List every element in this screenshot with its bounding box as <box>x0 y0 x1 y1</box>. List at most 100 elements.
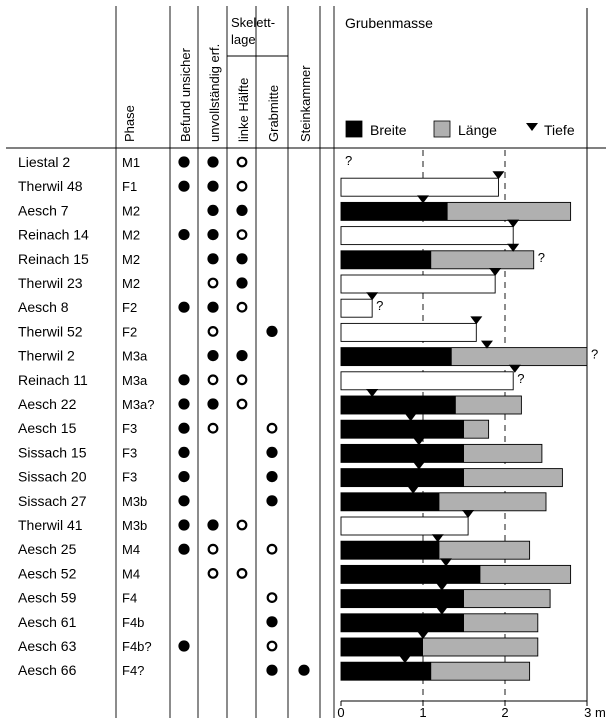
row-name: Aesch 52 <box>18 565 77 581</box>
row-name: Aesch 7 <box>18 202 69 218</box>
uncertain-mark: ? <box>376 298 383 313</box>
row-name: Sissach 15 <box>18 444 87 460</box>
befund-unsicher-dot <box>178 301 190 313</box>
linke-haelfte-dot <box>236 301 248 313</box>
bar-breite <box>341 565 481 584</box>
header-unvollstaendig: unvollständig erf. <box>207 44 222 142</box>
bar-area: ????? <box>340 153 598 681</box>
row-phase: M3b <box>122 518 147 533</box>
legend-swatch-laenge <box>433 120 451 138</box>
row-name: Reinach 15 <box>18 251 89 267</box>
row-phase: F3 <box>122 445 137 460</box>
tiefe-marker <box>489 268 502 276</box>
unvollstaendig-dot <box>207 519 219 531</box>
linke-haelfte-dot <box>236 204 248 216</box>
bar-breite <box>341 541 440 560</box>
row-phase: F2 <box>122 324 137 339</box>
linke-haelfte-dot <box>236 519 248 531</box>
bar-breite <box>341 202 448 221</box>
bar-breite <box>341 468 464 487</box>
row-phase: M2 <box>122 252 140 267</box>
steinkammer-dot <box>298 664 310 676</box>
x-tick-label: 0 <box>337 705 344 720</box>
row-phase: M2 <box>122 203 140 218</box>
befund-unsicher-dot <box>178 156 190 168</box>
bar-breite <box>341 444 464 463</box>
row-phase: F4b? <box>122 639 152 654</box>
bar-breite <box>341 613 464 632</box>
tiefe-marker <box>412 437 425 446</box>
tiefe-marker <box>431 534 444 543</box>
tiefe-marker <box>507 219 520 228</box>
header-skelettlage-line1: Skelett- <box>231 15 275 30</box>
uncertain-mark: ? <box>517 371 524 386</box>
x-tick-label: 1 <box>419 705 426 720</box>
bar-breite <box>341 347 452 366</box>
row-name: Aesch 15 <box>18 420 77 436</box>
column-headers: Grubenmasse Phase Befund unsicher unvollstä… <box>122 15 433 142</box>
row-phase: M4 <box>122 542 140 557</box>
tiefe-marker <box>404 413 417 422</box>
befund-unsicher-dot <box>178 495 190 507</box>
tiefe-marker <box>435 606 448 615</box>
unvollstaendig-dot <box>207 422 219 434</box>
unvollstaendig-dot <box>207 350 219 362</box>
row-name: Reinach 14 <box>18 227 89 243</box>
grabmitte-dot <box>266 422 278 434</box>
row-phase: M3a <box>122 349 148 364</box>
row-name: Sissach 20 <box>18 469 87 485</box>
tiefe-marker <box>407 485 420 494</box>
row-name: Aesch 63 <box>18 638 77 654</box>
bar-breite <box>341 420 464 439</box>
row-name: Aesch 25 <box>18 541 77 557</box>
grabmitte-dot <box>266 543 278 555</box>
legend-swatch-breite <box>345 120 363 138</box>
header-skelettlage-line2: lage <box>231 32 256 47</box>
tiefe-marker <box>492 171 505 180</box>
legend: Breite Länge Tiefe <box>345 120 575 138</box>
befund-unsicher-dot <box>178 398 190 410</box>
bar-breite <box>341 638 423 656</box>
row-phase: F4b <box>122 615 144 630</box>
grabmitte-dot <box>266 446 278 458</box>
row-phase: F3 <box>122 421 137 436</box>
row-phase: F2 <box>122 300 137 315</box>
grabmitte-dot <box>266 664 278 676</box>
table-rows: Liestal 2 M1 Therwil 48 F1 Aesch 7 M2 Reinach … <box>18 154 310 678</box>
tiefe-marker <box>417 195 429 204</box>
unvollstaendig-dot <box>207 374 219 386</box>
row-name: Aesch 59 <box>18 590 77 606</box>
unvollstaendig-dot <box>207 204 219 216</box>
row-name: Therwil 41 <box>18 517 83 533</box>
legend-label-breite: Breite <box>370 122 407 138</box>
linke-haelfte-dot <box>236 568 248 579</box>
unvollstaendig-dot <box>207 180 219 192</box>
tiefe-marker <box>417 631 429 639</box>
row-phase: F3 <box>122 470 137 485</box>
grabmitte-dot <box>266 325 278 337</box>
befund-unsicher-dot <box>178 180 190 192</box>
row-name: Therwil 2 <box>18 348 75 364</box>
row-name: Aesch 22 <box>18 396 77 412</box>
tiefe-marker <box>412 461 425 470</box>
bar-laenge <box>340 371 514 391</box>
row-phase: M2 <box>122 228 140 243</box>
befund-unsicher-dot <box>178 446 190 458</box>
grabmitte-dot <box>266 592 278 603</box>
unvollstaendig-dot <box>207 326 219 337</box>
row-phase: F4 <box>122 591 137 606</box>
header-befund-unsicher: Befund unsicher <box>178 47 193 142</box>
befund-unsicher-dot <box>178 543 190 555</box>
x-tick-label: 3 m <box>584 705 606 720</box>
linke-haelfte-dot <box>236 350 248 362</box>
unvollstaendig-dot <box>207 398 219 410</box>
unvollstaendig-dot <box>207 277 219 289</box>
grabmitte-dot <box>266 616 278 628</box>
linke-haelfte-dot <box>236 277 248 289</box>
legend-swatch-tiefe <box>526 123 538 131</box>
linke-haelfte-dot <box>236 374 248 386</box>
tiefe-marker <box>480 340 493 349</box>
befund-unsicher-dot <box>178 640 190 652</box>
header-steinkammer: Steinkammer <box>298 65 313 142</box>
